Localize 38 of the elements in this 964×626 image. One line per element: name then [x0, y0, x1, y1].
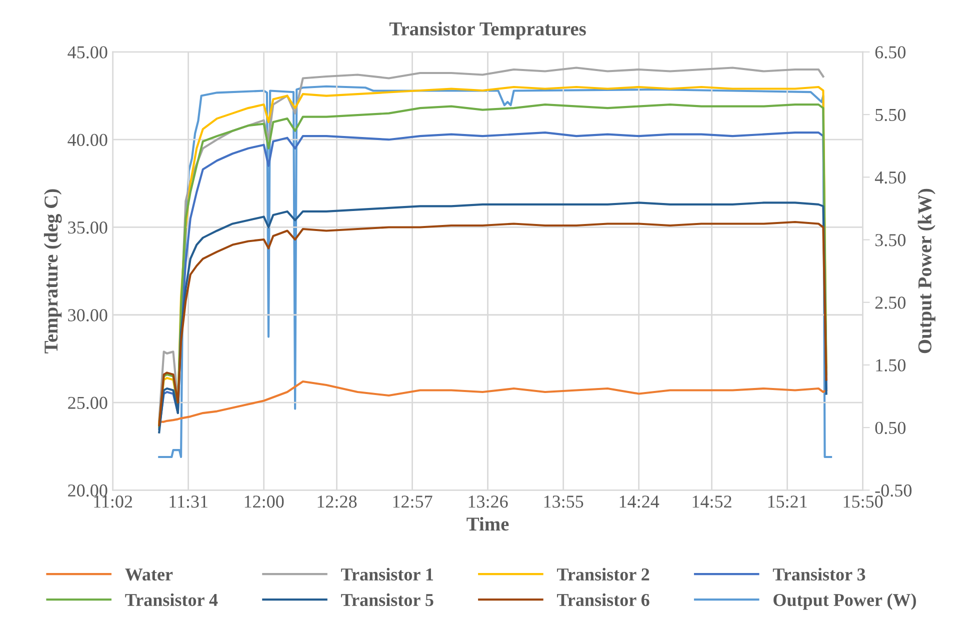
x-tick-label: 12:28 — [318, 496, 357, 508]
y2-tick-label: 2.50 — [875, 296, 906, 309]
x-tick-label: 14:24 — [620, 496, 660, 508]
y2-tick-label: -0.50 — [875, 484, 912, 497]
y-tick-label: 20.00 — [68, 484, 108, 497]
y-tick-label: 40.00 — [68, 134, 108, 146]
legend-label: Transistor 6 — [557, 593, 650, 606]
legend-label: Transistor 1 — [341, 568, 434, 581]
y2-axis-title: Output Power (kW) — [918, 188, 936, 354]
x-tick-label: 15:21 — [768, 496, 807, 508]
y2-tick-label: 1.50 — [876, 359, 906, 372]
legend-label: Transistor 5 — [341, 593, 434, 606]
x-tick-label: 11:02 — [94, 496, 132, 508]
x-tick-label: 15:50 — [844, 496, 883, 508]
x-axis-title: Time — [466, 516, 509, 531]
legend-label: Transistor 2 — [557, 568, 650, 581]
y2-tick-label: 6.50 — [875, 46, 906, 58]
x-tick-label: 14:52 — [692, 496, 732, 508]
y2-tick-label: 4.50 — [874, 171, 906, 184]
y2-tick-label: 3.50 — [875, 234, 906, 246]
y-tick-label: 30.00 — [68, 309, 108, 322]
legend-label: Transistor 4 — [125, 593, 218, 606]
x-tick-label: 13:55 — [544, 496, 584, 508]
y-tick-label: 35.00 — [68, 221, 108, 234]
legend-label: Water — [125, 568, 173, 581]
y2-tick-label: 0.50 — [875, 422, 906, 434]
y-tick-label: 45.00 — [68, 46, 108, 58]
legend-label: Transistor 3 — [772, 568, 866, 581]
x-tick-label: 11:31 — [170, 496, 208, 508]
x-tick-label: 13:26 — [468, 496, 508, 508]
line-series — [158, 380, 828, 423]
y-axis-title: Temprature (deg C) — [44, 189, 62, 354]
legend-label: Output Power (W) — [774, 593, 916, 610]
x-tick-label: 12:00 — [244, 496, 284, 508]
chart-title: Transistor Tempratures — [389, 22, 586, 40]
y-tick-label: 25.00 — [68, 396, 108, 410]
y2-tick-label: 5.50 — [876, 108, 906, 122]
x-tick-label: 12:57 — [393, 496, 432, 508]
